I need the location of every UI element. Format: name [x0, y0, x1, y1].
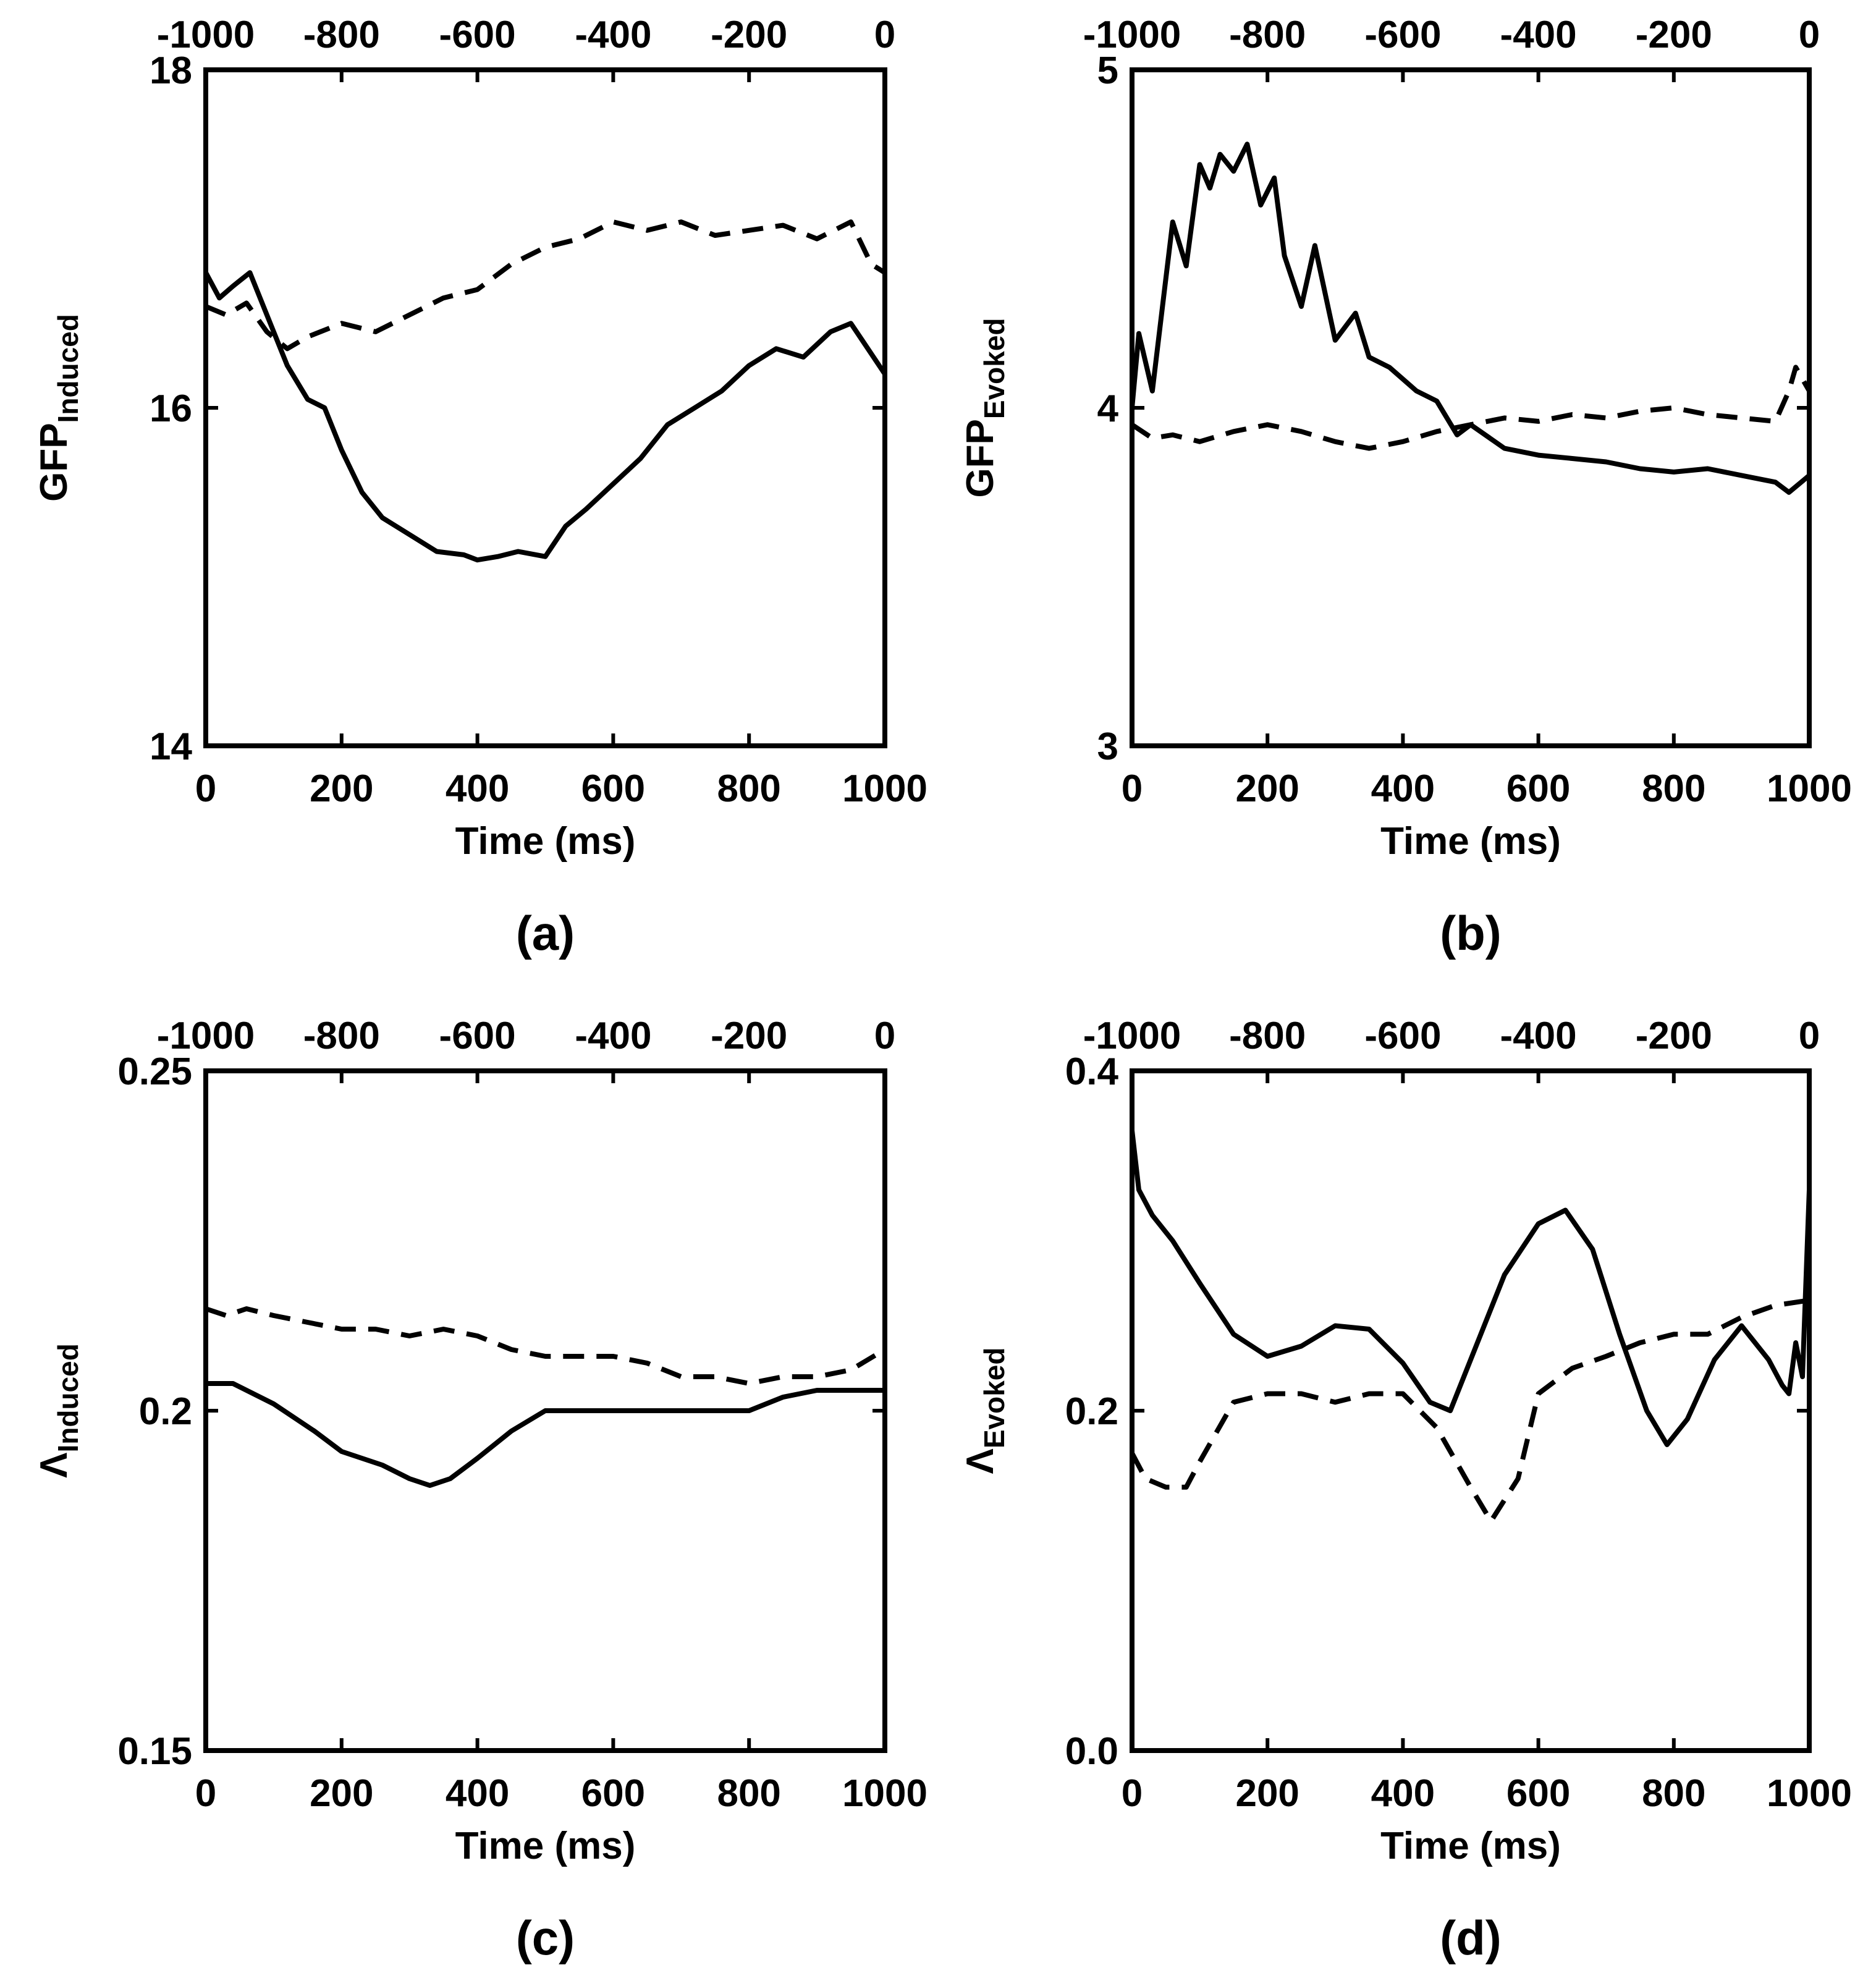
y-tick-label: 0.25 — [117, 1050, 192, 1093]
top-x-tick-label: -1000 — [157, 1015, 255, 1057]
series-line-dashed — [205, 219, 887, 352]
y-axis-label-subscript: Evoked — [978, 318, 1010, 419]
x-tick-label: 0 — [195, 1772, 216, 1815]
x-tick-label: 800 — [717, 767, 780, 810]
x-tick-label: 800 — [717, 1772, 780, 1815]
chart-panel-3: 0-1000200-800400-600600-400800-200100000… — [959, 1015, 1852, 1965]
x-tick-label: 200 — [1235, 767, 1299, 810]
y-axis-label-main: GFP — [959, 419, 1002, 497]
y-axis-label: GFPInduced — [33, 314, 84, 502]
top-x-tick-label: 0 — [874, 1015, 895, 1057]
y-tick-label: 0.2 — [139, 1390, 192, 1433]
y-axis-label-subscript: Evoked — [978, 1348, 1010, 1449]
panel-label: (b) — [1440, 906, 1502, 960]
top-x-tick-label: -1000 — [1083, 1015, 1181, 1057]
panel-label: (c) — [516, 1911, 575, 1965]
series-line-dashed — [205, 1306, 887, 1386]
chart-panel-1: 0-1000200-800400-600600-400800-200100003… — [959, 14, 1852, 960]
y-axis-label: ΛInduced — [33, 1343, 84, 1478]
x-tick-label: 400 — [446, 1772, 509, 1815]
x-tick-label: 200 — [310, 1772, 373, 1815]
y-tick-label: 5 — [1097, 49, 1118, 92]
chart-panel-2: 0-1000200-800400-600600-400800-200100000… — [33, 1015, 927, 1965]
x-tick-label: 800 — [1642, 1772, 1705, 1815]
y-tick-label: 0.15 — [117, 1730, 192, 1773]
top-x-tick-label: -200 — [1636, 1015, 1712, 1057]
top-x-tick-label: -600 — [439, 1015, 516, 1057]
x-tick-label: 600 — [1506, 767, 1570, 810]
top-x-tick-label: -600 — [1364, 1015, 1441, 1057]
x-tick-label: 600 — [581, 1772, 645, 1815]
y-tick-label: 16 — [150, 387, 192, 430]
top-x-tick-label: -1000 — [1083, 14, 1181, 56]
x-tick-label: 600 — [581, 767, 645, 810]
panel-label: (a) — [516, 906, 575, 960]
series-line-solid — [1130, 1128, 1812, 1447]
x-tick-label: 200 — [310, 767, 373, 810]
top-x-tick-label: 0 — [874, 14, 895, 56]
x-tick-label: 600 — [1506, 1772, 1570, 1815]
top-x-tick-label: -600 — [439, 14, 516, 56]
series-line-solid — [1130, 142, 1812, 495]
y-tick-label: 4 — [1097, 387, 1119, 430]
top-x-tick-label: -400 — [575, 14, 651, 56]
chart-panel-0: 0-1000200-800400-600600-400800-200100001… — [33, 14, 927, 960]
y-axis-label-main: GFP — [33, 423, 75, 501]
top-x-tick-label: -200 — [1636, 14, 1712, 56]
x-axis-label: Time (ms) — [1380, 1825, 1561, 1867]
y-axis-label-main: Λ — [33, 1452, 75, 1477]
top-x-tick-label: -600 — [1364, 14, 1441, 56]
x-tick-label: 1000 — [842, 1772, 927, 1815]
y-axis-label-subscript: Induced — [52, 314, 84, 423]
x-tick-label: 0 — [1122, 1772, 1143, 1815]
x-tick-label: 1000 — [1767, 767, 1852, 810]
y-tick-label: 18 — [150, 49, 192, 92]
series-line-solid — [203, 270, 887, 563]
x-tick-label: 400 — [1371, 1772, 1435, 1815]
y-tick-label: 0.0 — [1065, 1730, 1118, 1773]
y-axis-label-main: Λ — [959, 1448, 1002, 1474]
series-line-dashed — [1130, 365, 1812, 451]
y-tick-label: 14 — [150, 725, 192, 768]
x-axis-label: Time (ms) — [455, 1825, 636, 1867]
x-axis-label: Time (ms) — [455, 820, 636, 863]
x-tick-label: 0 — [1122, 767, 1143, 810]
top-x-tick-label: -800 — [303, 1015, 380, 1057]
top-x-tick-label: -800 — [1229, 1015, 1306, 1057]
top-x-tick-label: -800 — [1229, 14, 1306, 56]
top-x-tick-label: -400 — [1500, 14, 1577, 56]
panel-label: (d) — [1440, 1911, 1502, 1965]
y-tick-label: 3 — [1097, 725, 1118, 768]
top-x-tick-label: -200 — [711, 1015, 787, 1057]
x-tick-label: 400 — [446, 767, 509, 810]
x-tick-label: 400 — [1371, 767, 1435, 810]
series-line-solid — [203, 1381, 887, 1488]
x-tick-label: 800 — [1642, 767, 1705, 810]
y-tick-label: 0.4 — [1065, 1050, 1119, 1093]
top-x-tick-label: -400 — [575, 1015, 651, 1057]
y-axis-label: GFPEvoked — [959, 318, 1010, 497]
x-tick-label: 1000 — [842, 767, 927, 810]
y-axis-label-subscript: Induced — [52, 1343, 84, 1452]
top-x-tick-label: -400 — [1500, 1015, 1577, 1057]
top-x-tick-label: 0 — [1799, 1015, 1820, 1057]
top-x-tick-label: -800 — [303, 14, 380, 56]
x-tick-label: 0 — [195, 767, 216, 810]
y-axis-label: ΛEvoked — [959, 1348, 1010, 1474]
x-tick-label: 1000 — [1767, 1772, 1852, 1815]
top-x-tick-label: -1000 — [157, 14, 255, 56]
x-axis-label: Time (ms) — [1380, 820, 1561, 863]
top-x-tick-label: 0 — [1799, 14, 1820, 56]
x-tick-label: 200 — [1235, 1772, 1299, 1815]
y-tick-label: 0.2 — [1065, 1390, 1118, 1433]
top-x-tick-label: -200 — [711, 14, 787, 56]
